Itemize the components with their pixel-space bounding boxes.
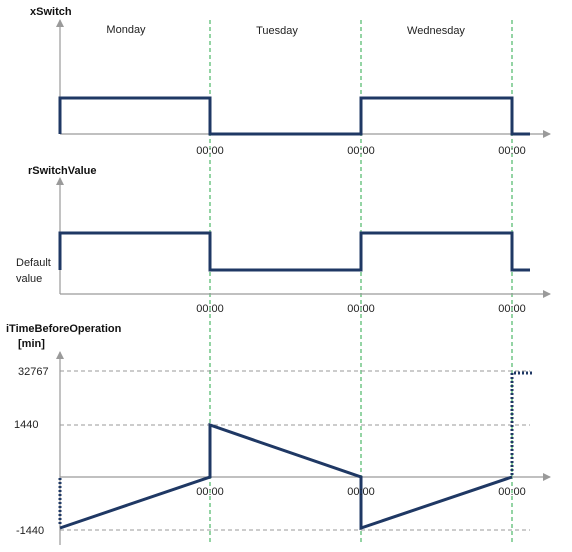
rswitchvalue-signal [58, 231, 530, 272]
time-marker: 00:00 [347, 303, 375, 315]
day-label-wednesday: Wednesday [407, 25, 465, 37]
time-marker: 00:00 [347, 486, 375, 498]
time-marker: 00:00 [196, 145, 224, 157]
signal-label-itimebeforeoperation: iTimeBeforeOperation [6, 323, 122, 335]
tick-label-32767: 32767 [18, 366, 49, 378]
default-value-label-line1: Default [16, 257, 51, 269]
day-label-monday: Monday [106, 24, 146, 36]
unit-label: [min] [18, 338, 45, 350]
xswitch-signal [58, 96, 530, 136]
itime-final-dotted [510, 371, 532, 475]
tick-label-1440: 1440 [14, 419, 38, 431]
tick-label-minus-1440: -1440 [16, 525, 44, 537]
time-marker: 00:00 [498, 145, 526, 157]
day-label-tuesday: Tuesday [256, 25, 298, 37]
time-marker: 00:00 [196, 486, 224, 498]
time-marker: 00:00 [498, 303, 526, 315]
time-marker: 00:00 [498, 486, 526, 498]
time-marker: 00:00 [347, 145, 375, 157]
itime-signal [59, 422, 513, 531]
signal-label-rswitchvalue: rSwitchValue [28, 165, 96, 177]
time-marker: 00:00 [196, 303, 224, 315]
default-value-label-line2: value [16, 273, 42, 285]
signal-label-xswitch: xSwitch [30, 6, 72, 18]
